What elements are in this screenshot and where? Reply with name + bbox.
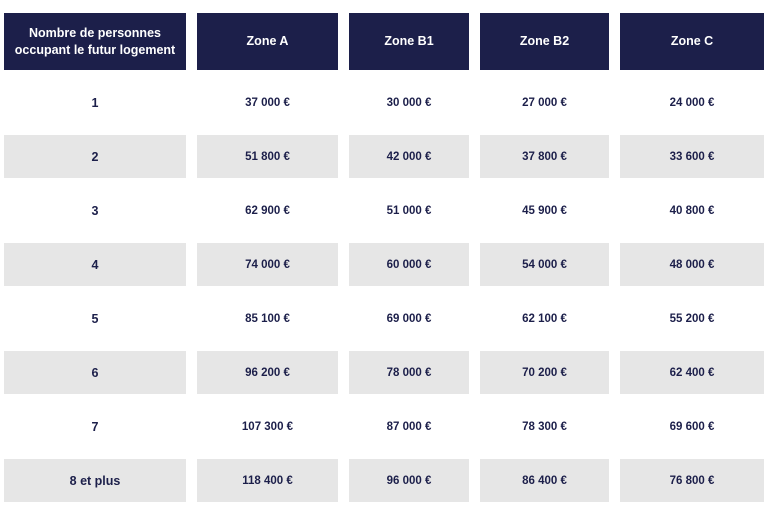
cell-persons: 4 xyxy=(4,243,186,286)
cell-persons: 5 xyxy=(91,311,99,326)
cell-persons: 2 xyxy=(4,135,186,178)
cell-zone-a: 96 200 € xyxy=(197,351,338,394)
cell-zone-b1: 69 000 € xyxy=(386,312,432,325)
cell-zone-b2: 86 400 € xyxy=(480,459,609,502)
header-persons-line2: occupant le futur logement xyxy=(14,42,176,57)
cell-zone-c: 24 000 € xyxy=(669,96,715,109)
cell-persons: 6 xyxy=(4,351,186,394)
cell-zone-a: 51 800 € xyxy=(197,135,338,178)
cell-zone-b2: 27 000 € xyxy=(522,96,567,109)
header-persons-line1: Nombre de personnes xyxy=(29,25,161,40)
header-zone-c: Zone C xyxy=(620,13,764,70)
cell-zone-a: 107 300 € xyxy=(241,420,294,433)
cell-zone-b1: 96 000 € xyxy=(349,459,469,502)
cell-zone-b1: 42 000 € xyxy=(349,135,469,178)
cell-zone-c: 62 400 € xyxy=(620,351,764,394)
cell-zone-b2: 45 900 € xyxy=(522,204,567,217)
cell-zone-a: 118 400 € xyxy=(197,459,338,502)
cell-zone-a: 74 000 € xyxy=(197,243,338,286)
cell-zone-b1: 78 000 € xyxy=(349,351,469,394)
cell-zone-a: 62 900 € xyxy=(245,204,290,217)
cell-persons: 7 xyxy=(91,419,99,434)
header-persons: Nombre de personnes occupant le futur lo… xyxy=(4,13,186,70)
cell-zone-b2: 78 300 € xyxy=(522,420,567,433)
cell-persons: 8 et plus xyxy=(4,459,186,502)
cell-persons: 1 xyxy=(91,95,99,110)
cell-zone-b2: 70 200 € xyxy=(480,351,609,394)
cell-zone-a: 37 000 € xyxy=(245,96,290,109)
cell-zone-b2: 62 100 € xyxy=(522,312,567,325)
cell-zone-b1: 87 000 € xyxy=(386,420,432,433)
header-zone-b2: Zone B2 xyxy=(480,13,609,70)
cell-zone-b2: 54 000 € xyxy=(480,243,609,286)
header-zone-a: Zone A xyxy=(197,13,338,70)
cell-zone-b1: 51 000 € xyxy=(386,204,432,217)
cell-zone-a: 85 100 € xyxy=(245,312,290,325)
cell-zone-b1: 30 000 € xyxy=(386,96,432,109)
cell-zone-c: 40 800 € xyxy=(669,204,715,217)
cell-persons: 3 xyxy=(91,203,99,218)
cell-zone-c: 48 000 € xyxy=(620,243,764,286)
cell-zone-c: 33 600 € xyxy=(620,135,764,178)
cell-zone-c: 69 600 € xyxy=(669,420,715,433)
cell-zone-c: 55 200 € xyxy=(669,312,715,325)
cell-zone-b2: 37 800 € xyxy=(480,135,609,178)
header-persons-text: Nombre de personnes occupant le futur lo… xyxy=(15,25,175,59)
cell-zone-b1: 60 000 € xyxy=(349,243,469,286)
header-zone-b1: Zone B1 xyxy=(349,13,469,70)
cell-zone-c: 76 800 € xyxy=(620,459,764,502)
